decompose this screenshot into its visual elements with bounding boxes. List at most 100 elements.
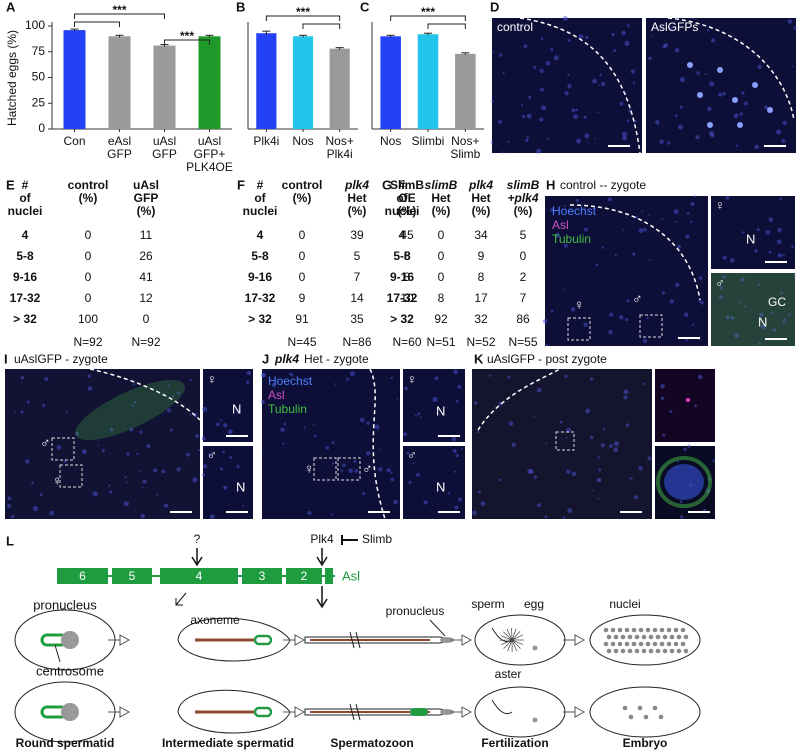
- speckle: [525, 138, 529, 143]
- speckle: [576, 138, 582, 144]
- speckle: [125, 481, 128, 484]
- speckle: [623, 395, 628, 400]
- speckle: [307, 511, 312, 516]
- micrograph-glow: [403, 369, 465, 442]
- speckle: [638, 228, 644, 234]
- speckle: [711, 38, 715, 43]
- aster: [511, 634, 524, 641]
- significance-bracket: [302, 23, 341, 29]
- speckle: [42, 403, 46, 407]
- speckle: [202, 473, 206, 477]
- speckle: [739, 301, 742, 304]
- table-cell: 12: [139, 291, 153, 305]
- table-cell: 7: [520, 291, 527, 305]
- speckle: [544, 515, 548, 519]
- speckle: [661, 28, 664, 31]
- table-total: N=45: [287, 335, 316, 349]
- asl-focus: [737, 122, 743, 128]
- speckle: [691, 323, 695, 326]
- speckle: [632, 81, 636, 85]
- speckle: [675, 282, 680, 287]
- micrograph: [5, 369, 200, 519]
- column-header: (%): [472, 204, 491, 218]
- table-cell: 34: [474, 228, 488, 242]
- x-tick-label: Nos: [380, 134, 401, 148]
- inset-box: [567, 317, 591, 341]
- table-cell: 92: [434, 312, 448, 326]
- speckle: [718, 295, 723, 300]
- significance-bracket: [265, 15, 341, 21]
- speckle: [622, 229, 625, 231]
- speckle: [227, 429, 233, 435]
- speckle: [770, 311, 773, 315]
- speckle: [638, 466, 643, 471]
- nucleus: [680, 641, 686, 647]
- nucleus: [627, 634, 633, 640]
- column-header: (%): [514, 204, 533, 218]
- speckle: [536, 387, 542, 393]
- table-cell: 0: [299, 270, 306, 284]
- x-tick-label: Con: [63, 134, 85, 148]
- nucleus: [655, 648, 661, 654]
- micrograph: [492, 18, 642, 153]
- column-header: (%): [432, 204, 451, 218]
- callout: nuclei: [609, 597, 640, 611]
- speckle: [696, 71, 700, 75]
- aster: [503, 631, 513, 641]
- speckle: [698, 276, 703, 281]
- speckle: [571, 108, 576, 113]
- speckle: [740, 277, 745, 282]
- nucleus: [669, 648, 675, 654]
- speckle: [647, 456, 652, 461]
- x-tick-label: uAsl: [153, 134, 176, 148]
- speckle: [163, 503, 169, 508]
- legend-entry: Tubulin: [268, 402, 307, 416]
- panel-title: uAslGFP - zygote: [14, 352, 108, 366]
- speckle: [585, 35, 589, 40]
- speckle: [261, 373, 266, 378]
- column-header: slimB: [507, 178, 540, 192]
- panel-label: H: [546, 177, 555, 192]
- exon-label: 6: [79, 569, 86, 583]
- symbol: ♀: [304, 461, 315, 477]
- nucleus: [683, 648, 689, 654]
- table-cell: 11: [140, 228, 153, 242]
- table-total: N=86: [342, 335, 371, 349]
- micrograph-glow: [203, 446, 253, 519]
- speckle: [648, 213, 651, 216]
- speckle: [406, 451, 410, 455]
- bar: [63, 30, 86, 129]
- table-cell: 9-16: [248, 270, 272, 284]
- speckle: [589, 377, 594, 381]
- x-tick-label: PLK4OE: [186, 160, 233, 174]
- arrow: [316, 586, 328, 609]
- nucleus: [603, 627, 609, 633]
- nucleus: [631, 627, 637, 633]
- speckle: [10, 514, 15, 519]
- speckle: [613, 441, 620, 447]
- speckle: [325, 446, 330, 450]
- nucleus: [634, 634, 640, 640]
- micrograph-glow: [203, 369, 253, 442]
- speckle: [630, 69, 636, 74]
- stage-arrow: [563, 634, 586, 646]
- speckle: [75, 431, 79, 436]
- table-cell: 5-8: [251, 249, 269, 263]
- speckle: [690, 220, 693, 224]
- speckle: [623, 389, 629, 395]
- speckle: [39, 493, 43, 497]
- table-cell: 100: [78, 312, 98, 326]
- stage-label: Embryo: [623, 736, 668, 750]
- speckle: [220, 419, 223, 421]
- column-header: nuclei: [385, 204, 420, 218]
- speckle: [272, 383, 275, 385]
- significance-bracket: [164, 39, 210, 45]
- nucleus: [628, 714, 634, 720]
- speckle: [108, 484, 111, 487]
- speckle: [507, 141, 510, 144]
- asl-focus: [752, 82, 758, 88]
- table-cell: 5-8: [393, 249, 411, 263]
- speckle: [722, 275, 726, 279]
- speckle: [404, 386, 408, 391]
- speckle: [499, 478, 502, 482]
